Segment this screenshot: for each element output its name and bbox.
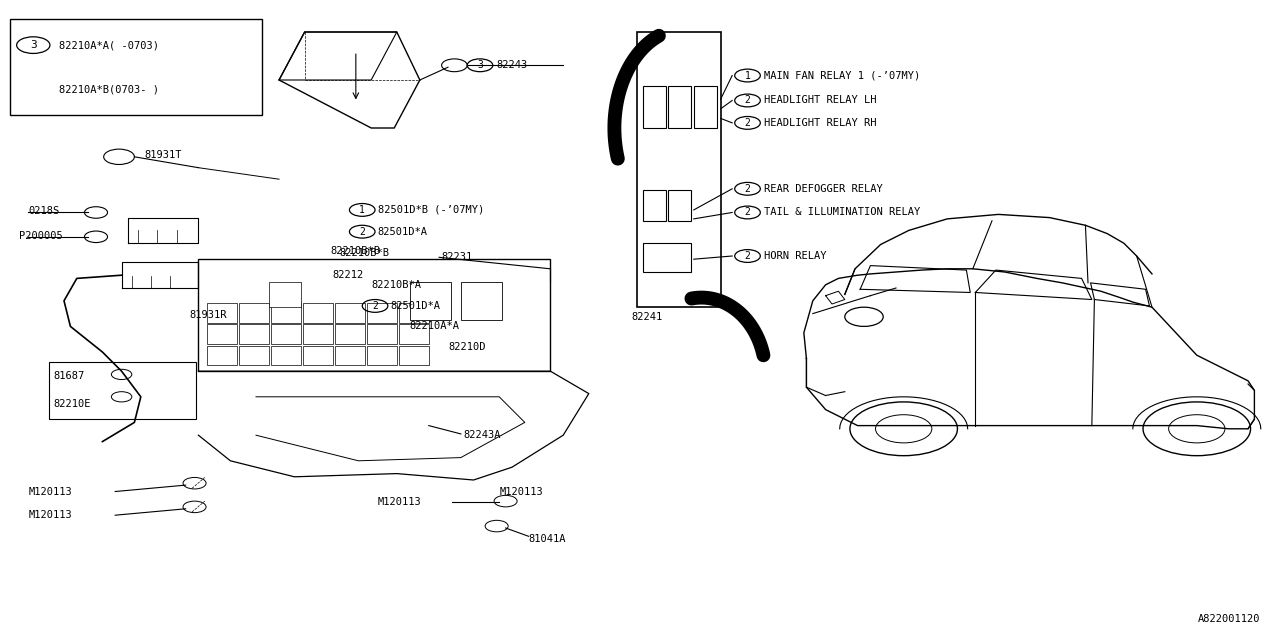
Bar	[269, 282, 301, 307]
Text: 2: 2	[745, 184, 750, 194]
Text: 82231: 82231	[442, 252, 472, 262]
Text: 82243: 82243	[497, 60, 527, 70]
Text: 81687: 81687	[54, 371, 84, 381]
Bar	[399, 324, 429, 344]
Text: 2: 2	[745, 207, 750, 218]
Text: M120113: M120113	[499, 486, 543, 497]
Bar	[271, 346, 301, 365]
Text: 82501D*A: 82501D*A	[390, 301, 440, 311]
Text: HEADLIGHT RELAY RH: HEADLIGHT RELAY RH	[764, 118, 877, 128]
Text: 2: 2	[745, 95, 750, 106]
Text: 1: 1	[745, 70, 750, 81]
Bar	[367, 303, 397, 323]
Text: 2: 2	[745, 251, 750, 261]
Text: 82210B*B: 82210B*B	[339, 248, 389, 258]
Bar	[399, 303, 429, 323]
Bar	[668, 190, 691, 221]
Text: 2: 2	[360, 227, 365, 237]
Text: REAR DEFOGGER RELAY: REAR DEFOGGER RELAY	[764, 184, 883, 194]
Text: 0218S: 0218S	[28, 206, 59, 216]
Bar	[367, 346, 397, 365]
Text: HEADLIGHT RELAY LH: HEADLIGHT RELAY LH	[764, 95, 877, 106]
Bar	[643, 86, 666, 128]
Text: 81931R: 81931R	[189, 310, 227, 320]
Bar	[271, 303, 301, 323]
Text: 82210E: 82210E	[54, 399, 91, 410]
Bar	[335, 346, 365, 365]
Bar	[303, 346, 333, 365]
Text: 2: 2	[372, 301, 378, 311]
Bar	[335, 324, 365, 344]
Bar	[207, 303, 237, 323]
Bar	[271, 324, 301, 344]
Text: 82210B*B: 82210B*B	[330, 246, 380, 256]
Bar	[303, 303, 333, 323]
Text: 82210A*A: 82210A*A	[410, 321, 460, 332]
Bar	[239, 303, 269, 323]
Text: 82501D*B (-’07MY): 82501D*B (-’07MY)	[378, 205, 484, 215]
Bar	[637, 32, 721, 307]
Text: 82212: 82212	[333, 270, 364, 280]
Bar	[461, 282, 502, 320]
Text: 2: 2	[745, 118, 750, 128]
Text: 82243A: 82243A	[463, 430, 500, 440]
Bar	[399, 346, 429, 365]
Bar	[10, 19, 262, 115]
Bar	[643, 243, 691, 272]
Bar	[49, 362, 196, 419]
Text: 82210A*B(0703- ): 82210A*B(0703- )	[59, 84, 159, 94]
Text: 82210D: 82210D	[448, 342, 485, 352]
Bar	[239, 324, 269, 344]
Bar	[410, 282, 451, 320]
Text: MAIN FAN RELAY 1 (-’07MY): MAIN FAN RELAY 1 (-’07MY)	[764, 70, 920, 81]
Text: 82210A*A( -0703): 82210A*A( -0703)	[59, 40, 159, 50]
Text: P200005: P200005	[19, 230, 63, 241]
Bar	[303, 324, 333, 344]
Bar	[668, 86, 691, 128]
Text: HORN RELAY: HORN RELAY	[764, 251, 827, 261]
Text: A822001120: A822001120	[1198, 614, 1261, 624]
Bar	[207, 346, 237, 365]
Text: 82501D*A: 82501D*A	[378, 227, 428, 237]
Text: TAIL & ILLUMINATION RELAY: TAIL & ILLUMINATION RELAY	[764, 207, 920, 218]
Bar	[335, 303, 365, 323]
Text: 81041A: 81041A	[529, 534, 566, 544]
Text: M120113: M120113	[28, 486, 72, 497]
Text: 82241: 82241	[631, 312, 662, 322]
Text: 1: 1	[360, 205, 365, 215]
Text: 82210B*A: 82210B*A	[371, 280, 421, 290]
Bar	[643, 190, 666, 221]
Bar	[239, 346, 269, 365]
Bar	[694, 86, 717, 128]
Bar	[367, 324, 397, 344]
Text: 3: 3	[477, 60, 483, 70]
Text: 81931T: 81931T	[145, 150, 182, 160]
Text: M120113: M120113	[378, 497, 421, 508]
Text: 3: 3	[29, 40, 37, 50]
Bar	[207, 324, 237, 344]
Text: M120113: M120113	[28, 510, 72, 520]
